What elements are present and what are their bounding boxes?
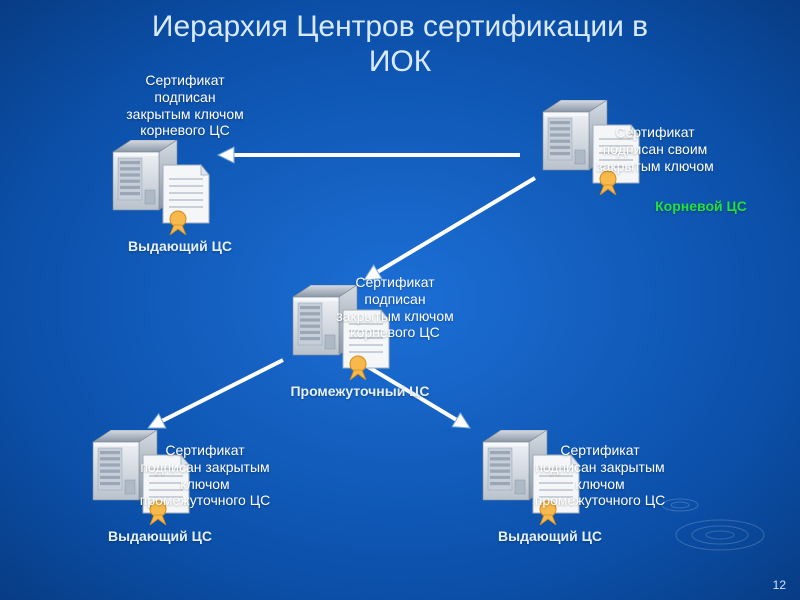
node-desc-intermediate: Сертификатподписанзакрытым ключомкорнево… bbox=[305, 274, 485, 341]
node-desc-issuing_top: Сертификатподписанзакрытым ключомкорнево… bbox=[95, 72, 275, 139]
slide: Иерархия Центров сертификации в ИОК Корн… bbox=[0, 0, 800, 600]
node-desc-root: Сертификатподписан своимзакрытым ключом bbox=[575, 124, 735, 174]
arrow-head-0 bbox=[218, 147, 234, 163]
arrow-line-1 bbox=[378, 178, 535, 272]
node-desc-issuing_bl: Сертификатподписан закрытымключомпромежу… bbox=[105, 442, 305, 509]
node-label-issuing_bl: Выдающий ЦС bbox=[75, 528, 245, 545]
title-line-1: Иерархия Центров сертификации в bbox=[152, 10, 648, 43]
certificate-issuing_top bbox=[158, 163, 214, 240]
slide-title: Иерархия Центров сертификации в ИОК bbox=[0, 0, 800, 79]
arrow-head-3 bbox=[452, 413, 470, 428]
node-label-root: Корневой ЦС bbox=[626, 198, 776, 215]
arrow-head-2 bbox=[148, 414, 166, 428]
node-label-intermediate: Промежуточный ЦС bbox=[250, 383, 470, 400]
ripple-decoration bbox=[650, 485, 770, 570]
node-label-issuing_br: Выдающий ЦС bbox=[465, 528, 635, 545]
title-line-2: ИОК bbox=[369, 45, 431, 78]
node-label-issuing_top: Выдающий ЦС bbox=[95, 238, 265, 255]
page-number: 12 bbox=[773, 578, 786, 592]
